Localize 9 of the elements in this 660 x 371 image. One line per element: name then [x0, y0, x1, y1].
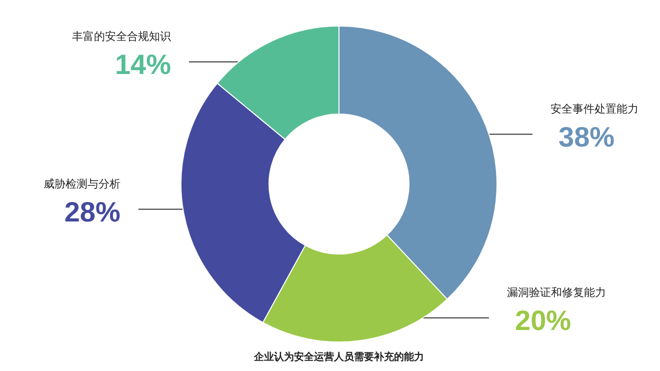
data-label: 20% [515, 304, 572, 336]
slice-label: 丰富的安全合规知识 [72, 30, 171, 43]
slice-label: 安全事件处置能力 [550, 102, 639, 116]
slice-label: 威胁检测与分析 [43, 177, 120, 190]
slice-label: 漏洞验证和修复能力 [507, 286, 606, 299]
data-label: 14% [114, 48, 172, 80]
text: 企业认为安全运营人员需要补充的能力 [253, 351, 424, 363]
data-label: 38% [558, 121, 615, 152]
data-label: 28% [64, 196, 120, 228]
